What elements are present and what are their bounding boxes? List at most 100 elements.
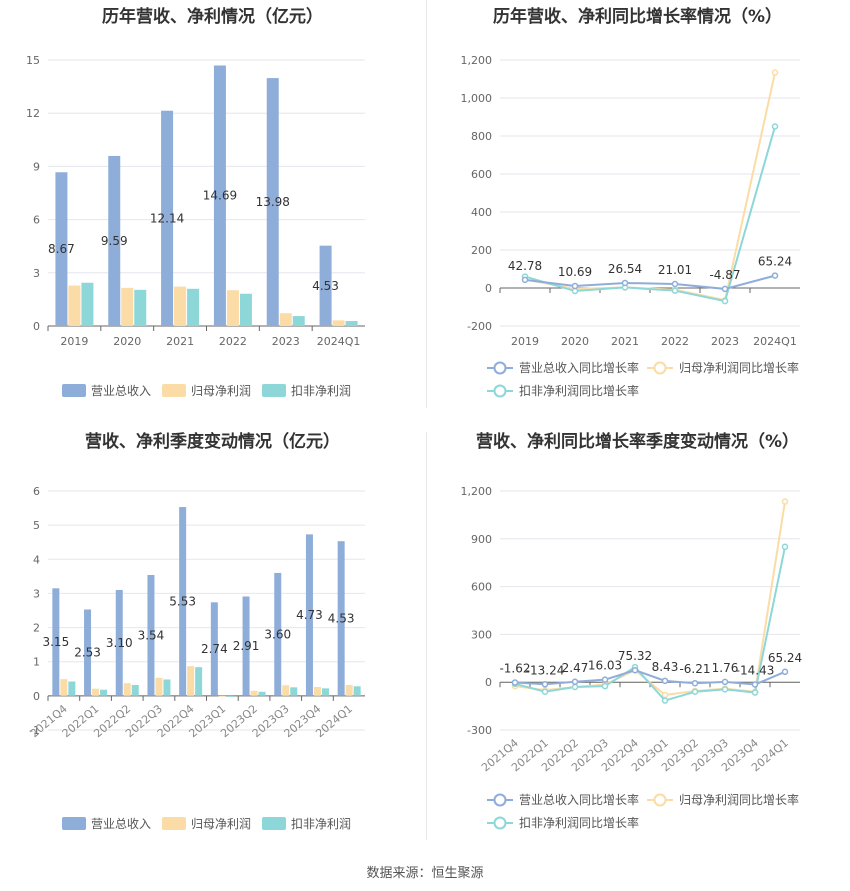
data-point <box>661 677 669 685</box>
data-label: -13.24 <box>526 663 565 677</box>
x-tick-label: 2022 <box>661 335 689 348</box>
legend-label: 扣非净利润同比增长率 <box>519 383 639 398</box>
x-tick-label: 2024Q1 <box>753 335 797 348</box>
data-point <box>571 282 579 290</box>
bar <box>195 667 203 696</box>
data-label: 3.10 <box>106 636 133 650</box>
data-label: 16.03 <box>588 659 622 673</box>
chart-panel-annual-growth: 历年营收、净利同比增长率情况（%） -200 0 200 400 600 800 1,000… <box>425 0 850 425</box>
legend-marker <box>493 384 507 398</box>
legend-swatch <box>262 817 286 830</box>
quarterly-revenue-bar-chart: -101234562021Q43.152022Q12.532022Q23.102… <box>28 485 365 831</box>
y-tick-label: 400 <box>471 206 492 219</box>
bar <box>134 289 147 326</box>
data-label: 2.53 <box>74 646 101 660</box>
data-point <box>571 683 579 691</box>
legend-label: 扣非净利润 <box>291 384 351 398</box>
legend-swatch <box>162 817 186 830</box>
data-point <box>671 287 679 294</box>
bar <box>290 687 298 696</box>
y-tick-label: 12 <box>26 107 40 120</box>
data-point <box>571 287 579 295</box>
data-label: -14.43 <box>736 663 775 677</box>
y-tick-label: 1 <box>33 656 40 669</box>
x-tick-label: 2024Q1 <box>317 335 361 348</box>
data-point <box>621 279 629 287</box>
bar <box>282 685 290 696</box>
data-label: 4.53 <box>312 279 339 293</box>
y-tick-label: 15 <box>26 54 40 67</box>
legend-label: 扣非净利润同比增长率 <box>519 815 639 830</box>
series-line <box>524 274 776 290</box>
x-tick-label: 2020 <box>561 335 589 348</box>
data-label: 10.69 <box>558 265 592 279</box>
bar <box>353 686 361 696</box>
legend-swatch <box>62 817 86 830</box>
data-point <box>781 543 789 551</box>
data-point <box>771 123 779 130</box>
bar <box>292 316 305 326</box>
data-point <box>661 697 669 704</box>
bar <box>68 681 76 696</box>
y-tick-label: -1 <box>29 724 40 737</box>
x-tick-label: 2022 <box>219 335 247 348</box>
data-point <box>541 688 549 696</box>
bar <box>187 288 200 326</box>
data-label: 21.01 <box>658 263 692 277</box>
data-point <box>771 69 779 76</box>
data-point <box>601 676 609 683</box>
bar <box>155 677 163 696</box>
bar <box>60 679 68 696</box>
bar <box>55 172 68 326</box>
y-tick-label: 200 <box>471 244 492 257</box>
data-label: 75.32 <box>618 649 652 663</box>
data-point <box>521 276 529 284</box>
data-label: 2.74 <box>201 642 228 656</box>
y-tick-label: 600 <box>471 168 492 181</box>
y-tick-label: 4 <box>33 553 40 566</box>
data-point <box>671 280 679 288</box>
data-point <box>781 498 789 505</box>
y-tick-label: 6 <box>33 485 40 498</box>
data-label: 5.53 <box>169 594 196 608</box>
bar <box>163 679 171 696</box>
data-point <box>571 678 579 686</box>
bar <box>121 287 134 326</box>
data-label: 8.67 <box>48 242 75 256</box>
series-line <box>514 669 786 686</box>
y-tick-label: 0 <box>33 320 40 333</box>
data-label: 42.78 <box>508 259 542 273</box>
legend-swatch <box>162 384 186 397</box>
bar <box>258 691 266 696</box>
data-label: 65.24 <box>758 255 792 269</box>
data-point <box>511 679 519 686</box>
y-tick-label: 900 <box>471 533 492 546</box>
data-point <box>721 297 729 305</box>
bar <box>52 588 60 696</box>
bar <box>81 282 94 326</box>
bar <box>115 590 123 696</box>
data-label: 14.69 <box>203 189 237 203</box>
chart-title: 历年营收、净利情况（亿元） <box>102 7 323 27</box>
data-point <box>721 678 729 686</box>
data-label: 26.54 <box>608 262 642 276</box>
y-tick-label: 800 <box>471 130 492 143</box>
x-tick-label: 2019 <box>60 335 88 348</box>
bar <box>226 695 234 697</box>
data-label: 3.60 <box>264 627 291 641</box>
series-line <box>514 546 786 702</box>
data-point <box>721 686 729 693</box>
bar <box>345 321 358 326</box>
data-label: 13.98 <box>256 195 290 209</box>
data-label: 3.54 <box>138 628 165 642</box>
data-point <box>541 681 549 688</box>
y-tick-label: 5 <box>33 519 40 532</box>
y-tick-label: 3 <box>33 267 40 280</box>
bar <box>108 155 121 326</box>
legend-label: 归母净利润 <box>191 384 251 398</box>
legend-marker <box>493 793 507 807</box>
legend-label: 营业总收入同比增长率 <box>519 792 639 807</box>
bar <box>68 285 81 326</box>
bar <box>92 688 100 696</box>
y-tick-label: 0 <box>485 282 492 295</box>
